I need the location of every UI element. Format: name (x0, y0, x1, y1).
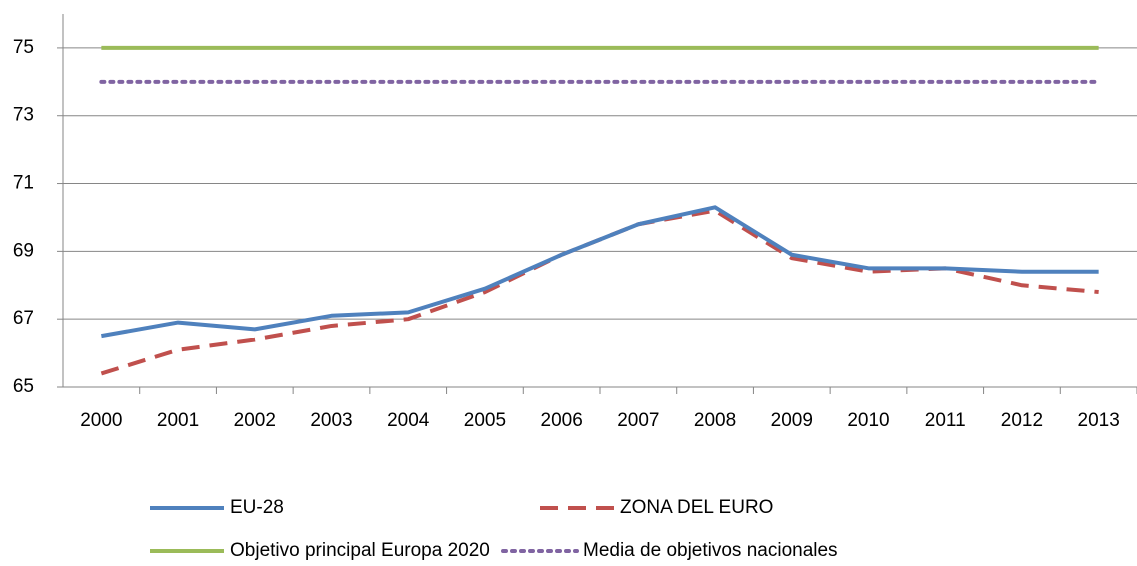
x-tick-label: 2011 (925, 410, 966, 431)
y-tick-label: 69 (13, 240, 34, 261)
x-tick-label: 2009 (771, 410, 813, 431)
x-tick-label: 2008 (694, 410, 736, 431)
y-tick-label: 67 (13, 308, 34, 329)
x-tick-label: 2010 (847, 410, 889, 431)
legend-label: ZONA DEL EURO (620, 497, 773, 518)
y-tick-label: 71 (13, 173, 34, 194)
x-tick-label: 2006 (541, 410, 583, 431)
x-tick-label: 2005 (464, 410, 506, 431)
x-tick-label: 2012 (1001, 410, 1043, 431)
x-tick-label: 2003 (310, 410, 352, 431)
x-tick-label: 2001 (157, 410, 199, 431)
x-tick-label: 2000 (80, 410, 122, 431)
legend-label: Media de objetivos nacionales (583, 540, 838, 561)
legend-label: EU-28 (230, 497, 284, 518)
x-tick-label: 2013 (1078, 410, 1120, 431)
series-line (100, 208, 1099, 376)
y-tick-label: 73 (13, 105, 34, 126)
y-tick-label: 65 (13, 376, 34, 397)
series-line (101, 205, 1099, 339)
legend-label: Objetivo principal Europa 2020 (230, 540, 490, 561)
x-tick-label: 2002 (234, 410, 276, 431)
x-tick-label: 2004 (387, 410, 430, 431)
y-tick-label: 75 (13, 37, 34, 58)
x-tick-label: 2007 (617, 410, 659, 431)
